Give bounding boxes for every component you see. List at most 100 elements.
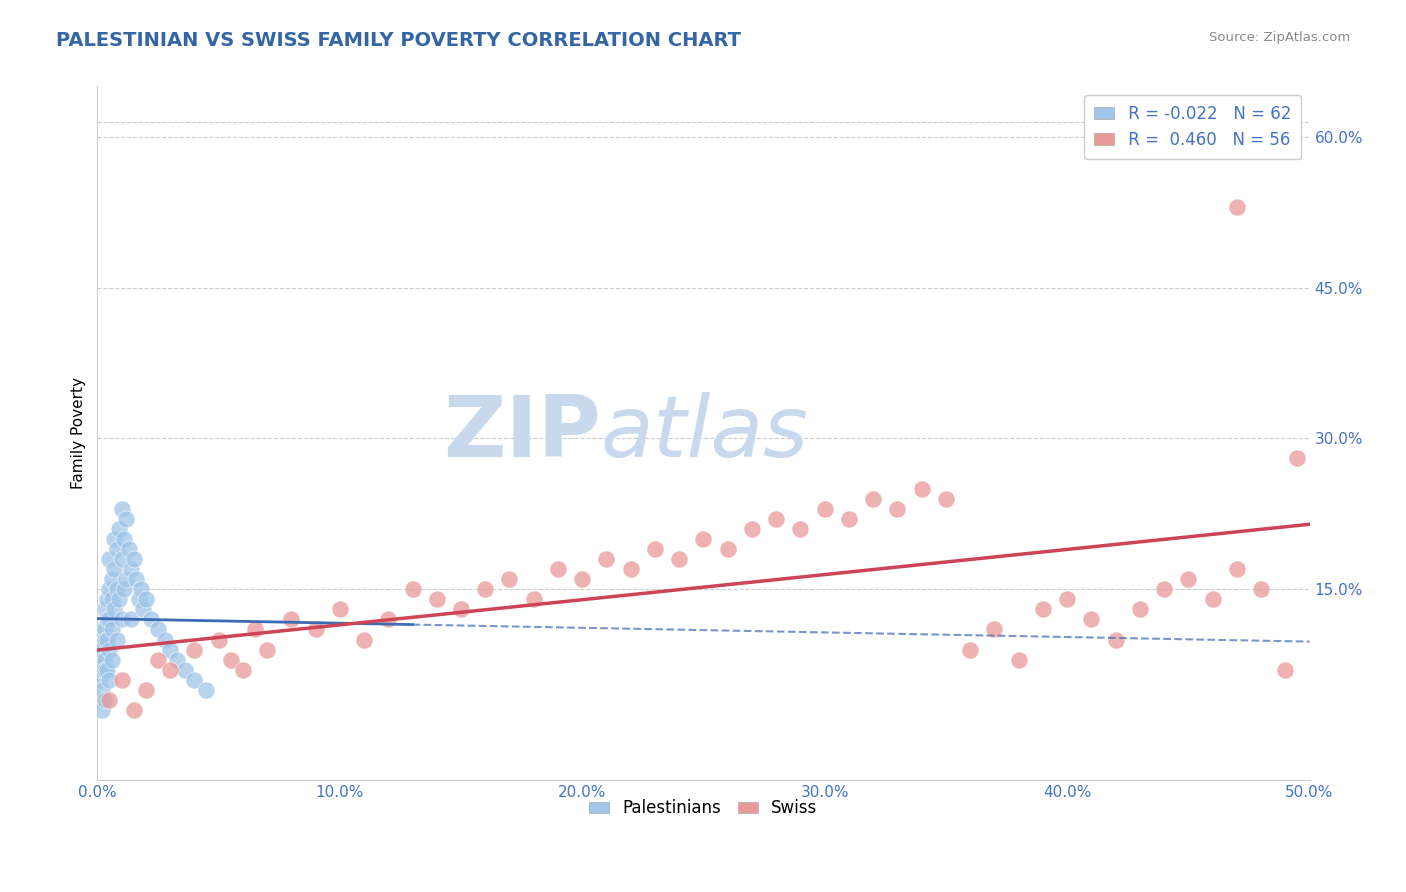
Point	[91, 703, 114, 717]
Point	[89, 652, 111, 666]
Point	[1007, 652, 1029, 666]
Point	[89, 673, 111, 687]
Point	[1129, 602, 1152, 616]
Point	[1226, 200, 1249, 214]
Point	[108, 522, 131, 536]
Point	[232, 663, 254, 677]
Point	[523, 592, 546, 607]
Point	[146, 623, 169, 637]
Point	[741, 522, 763, 536]
Point	[110, 552, 132, 566]
Point	[96, 632, 118, 647]
Point	[120, 562, 142, 576]
Point	[91, 682, 114, 697]
Point	[1177, 572, 1199, 586]
Point	[159, 663, 181, 677]
Point	[105, 582, 128, 597]
Point	[98, 582, 121, 597]
Point	[838, 512, 860, 526]
Point	[1104, 632, 1126, 647]
Point	[93, 663, 115, 677]
Point	[105, 541, 128, 556]
Point	[173, 663, 195, 677]
Point	[110, 673, 132, 687]
Point	[450, 602, 472, 616]
Point	[98, 612, 121, 626]
Point	[377, 612, 399, 626]
Point	[105, 632, 128, 647]
Point	[93, 652, 115, 666]
Point	[1032, 602, 1054, 616]
Point	[983, 623, 1005, 637]
Point	[765, 512, 787, 526]
Point	[110, 501, 132, 516]
Point	[195, 682, 218, 697]
Y-axis label: Family Poverty: Family Poverty	[72, 377, 86, 490]
Point	[353, 632, 375, 647]
Point	[547, 562, 569, 576]
Point	[1250, 582, 1272, 597]
Text: PALESTINIAN VS SWISS FAMILY POVERTY CORRELATION CHART: PALESTINIAN VS SWISS FAMILY POVERTY CORR…	[56, 31, 741, 50]
Point	[98, 642, 121, 657]
Point	[115, 572, 138, 586]
Point	[426, 592, 449, 607]
Point	[717, 541, 740, 556]
Point	[112, 532, 135, 546]
Point	[128, 592, 150, 607]
Point	[1056, 592, 1078, 607]
Point	[1286, 451, 1309, 466]
Point	[115, 512, 138, 526]
Point	[110, 612, 132, 626]
Point	[183, 673, 205, 687]
Point	[122, 552, 145, 566]
Point	[112, 582, 135, 597]
Point	[129, 582, 152, 597]
Point	[644, 541, 666, 556]
Point	[96, 663, 118, 677]
Point	[1226, 562, 1249, 576]
Point	[135, 592, 157, 607]
Point	[329, 602, 352, 616]
Point	[93, 623, 115, 637]
Point	[146, 652, 169, 666]
Point	[219, 652, 242, 666]
Text: ZIP: ZIP	[443, 392, 600, 475]
Point	[910, 482, 932, 496]
Point	[1080, 612, 1102, 626]
Point	[98, 552, 121, 566]
Point	[101, 572, 124, 586]
Point	[93, 693, 115, 707]
Point	[571, 572, 593, 586]
Point	[1201, 592, 1223, 607]
Point	[93, 632, 115, 647]
Point	[304, 623, 326, 637]
Point	[814, 501, 837, 516]
Point	[89, 693, 111, 707]
Point	[166, 652, 188, 666]
Point	[692, 532, 714, 546]
Point	[243, 623, 266, 637]
Point	[96, 612, 118, 626]
Point	[862, 491, 884, 506]
Point	[89, 642, 111, 657]
Point	[91, 623, 114, 637]
Point	[595, 552, 617, 566]
Point	[498, 572, 520, 586]
Point	[103, 602, 125, 616]
Point	[135, 682, 157, 697]
Text: atlas: atlas	[600, 392, 808, 475]
Point	[101, 592, 124, 607]
Point	[98, 673, 121, 687]
Point	[118, 541, 141, 556]
Point	[98, 693, 121, 707]
Point	[91, 663, 114, 677]
Point	[280, 612, 302, 626]
Point	[886, 501, 908, 516]
Point	[132, 602, 155, 616]
Point	[103, 562, 125, 576]
Legend: Palestinians, Swiss: Palestinians, Swiss	[582, 793, 824, 824]
Point	[256, 642, 278, 657]
Point	[1153, 582, 1175, 597]
Point	[139, 612, 162, 626]
Point	[183, 642, 205, 657]
